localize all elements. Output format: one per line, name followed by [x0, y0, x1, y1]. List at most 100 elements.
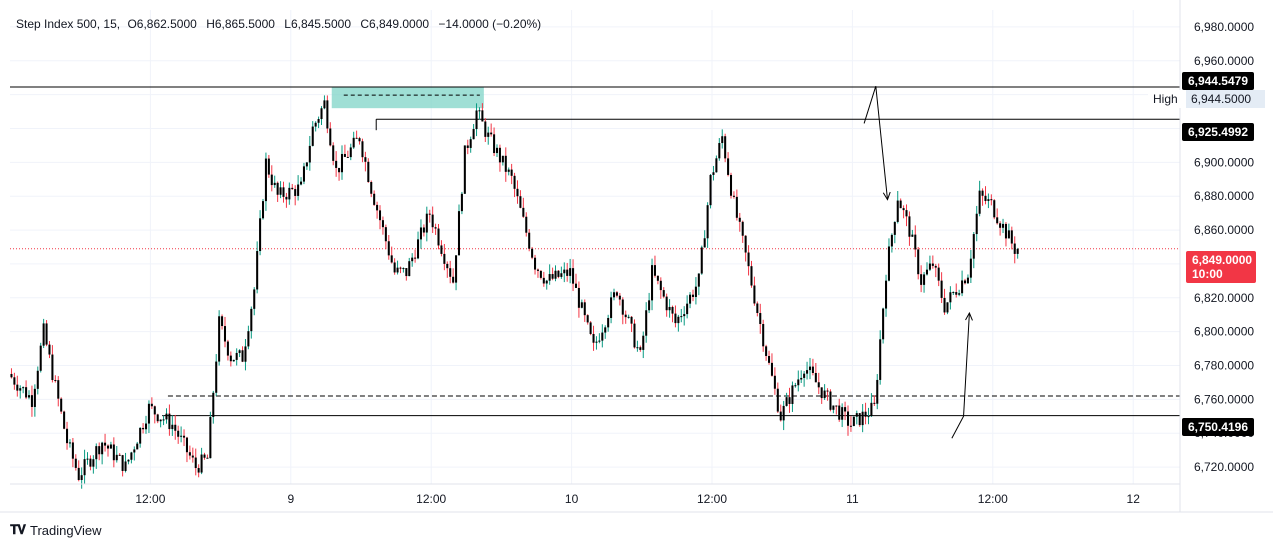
candle-body: [197, 468, 200, 473]
candle-body: [507, 169, 510, 172]
candle-body: [814, 373, 817, 383]
candle-body: [899, 200, 902, 209]
y-tick-label: 6,960.0000: [1194, 54, 1254, 68]
candle-body: [209, 416, 212, 459]
candle-body: [218, 316, 221, 362]
candle-body: [981, 190, 984, 196]
candle-body: [463, 145, 466, 194]
candle-body: [806, 370, 809, 374]
candle-body: [709, 174, 712, 206]
candle-body: [651, 265, 654, 301]
candle-body: [352, 137, 355, 148]
candle-body: [33, 388, 36, 407]
candle-body: [829, 391, 832, 410]
candle-body: [911, 234, 914, 237]
candle-body: [996, 217, 999, 224]
supply-zone[interactable]: [331, 87, 484, 109]
candle-body: [788, 397, 791, 404]
candle-body: [203, 454, 206, 458]
candle-body: [949, 292, 952, 303]
candle-body: [323, 100, 326, 109]
horizontal-levels[interactable]: [10, 86, 1180, 417]
candle-body: [194, 457, 197, 469]
candle-body: [738, 217, 741, 222]
candle-body: [86, 458, 89, 460]
tradingview-brand[interactable]: 𝐓𝐕 TradingView: [10, 522, 102, 538]
candle-body: [674, 313, 677, 324]
candle-body: [440, 245, 443, 254]
candle-body: [835, 405, 838, 407]
symbol-label[interactable]: Step Index 500, 15,: [16, 17, 121, 31]
candle-body: [572, 268, 575, 284]
candle-body: [370, 182, 373, 194]
candle-body: [425, 213, 428, 233]
candle-body: [504, 155, 507, 172]
candle-body: [256, 251, 259, 290]
level-bottom-price-tag[interactable]: 6,750.4196: [1181, 418, 1254, 436]
candle-body: [522, 207, 525, 217]
candle-body: [396, 267, 399, 273]
candle-body: [691, 294, 695, 297]
candle-body: [653, 265, 656, 276]
candle-body: [621, 299, 624, 315]
candle-body: [741, 221, 744, 236]
candle-body: [393, 262, 396, 273]
candle-body: [156, 414, 159, 422]
candle-body: [121, 455, 124, 471]
candle-body: [267, 158, 270, 175]
candle-body: [975, 213, 978, 235]
candle-body: [83, 459, 86, 476]
candle-body: [147, 403, 150, 424]
candle-body: [732, 195, 735, 197]
candle-body: [139, 427, 142, 444]
candle-body: [987, 199, 990, 201]
candle-body: [136, 443, 139, 450]
candle-body: [677, 316, 680, 324]
candle-body: [548, 274, 551, 281]
candle-body: [411, 257, 414, 262]
candle-body: [493, 134, 496, 154]
candle-body: [785, 397, 788, 406]
candle-body: [71, 442, 74, 459]
candle-body: [10, 373, 13, 378]
candle-body: [978, 190, 981, 214]
candle-body: [885, 280, 888, 309]
candle-body: [291, 187, 294, 190]
candle-body: [727, 158, 730, 175]
candle-body: [48, 344, 51, 355]
candle-body: [244, 346, 247, 362]
level-second-price-tag[interactable]: 6,925.4992: [1181, 123, 1254, 141]
candle-body: [142, 427, 145, 430]
candle-body: [969, 258, 972, 278]
candle-body: [490, 132, 493, 135]
candle-body: [95, 446, 98, 460]
candle-body: [300, 181, 303, 185]
candle-body: [592, 333, 595, 343]
y-tick-label: 6,880.0000: [1194, 189, 1254, 203]
candle-body: [823, 390, 826, 399]
candle-body: [855, 413, 858, 417]
drawn-arrows[interactable]: [863, 86, 973, 439]
candle-body: [42, 323, 45, 346]
candle-body: [618, 295, 621, 300]
candle-body: [127, 459, 130, 462]
candle-body: [238, 350, 241, 353]
candle-body: [387, 241, 390, 256]
candle-body: [946, 302, 949, 313]
candle-body: [364, 157, 367, 162]
candle-body: [183, 435, 186, 438]
candle-body: [215, 361, 218, 393]
x-tick-label: 12: [1127, 492, 1141, 506]
candle-body: [776, 388, 779, 412]
candle-body: [361, 141, 364, 158]
candle-body: [422, 227, 425, 233]
candle-body: [601, 332, 604, 341]
level-top-price-tag[interactable]: 6,944.5479: [1181, 72, 1254, 90]
candle-body: [355, 137, 358, 139]
candle-body: [484, 121, 487, 137]
candle-body: [68, 442, 71, 444]
candle-body: [759, 313, 762, 325]
tradingview-logo-icon: 𝐓𝐕: [10, 522, 26, 537]
y-tick-label: 6,980.0000: [1194, 20, 1254, 34]
